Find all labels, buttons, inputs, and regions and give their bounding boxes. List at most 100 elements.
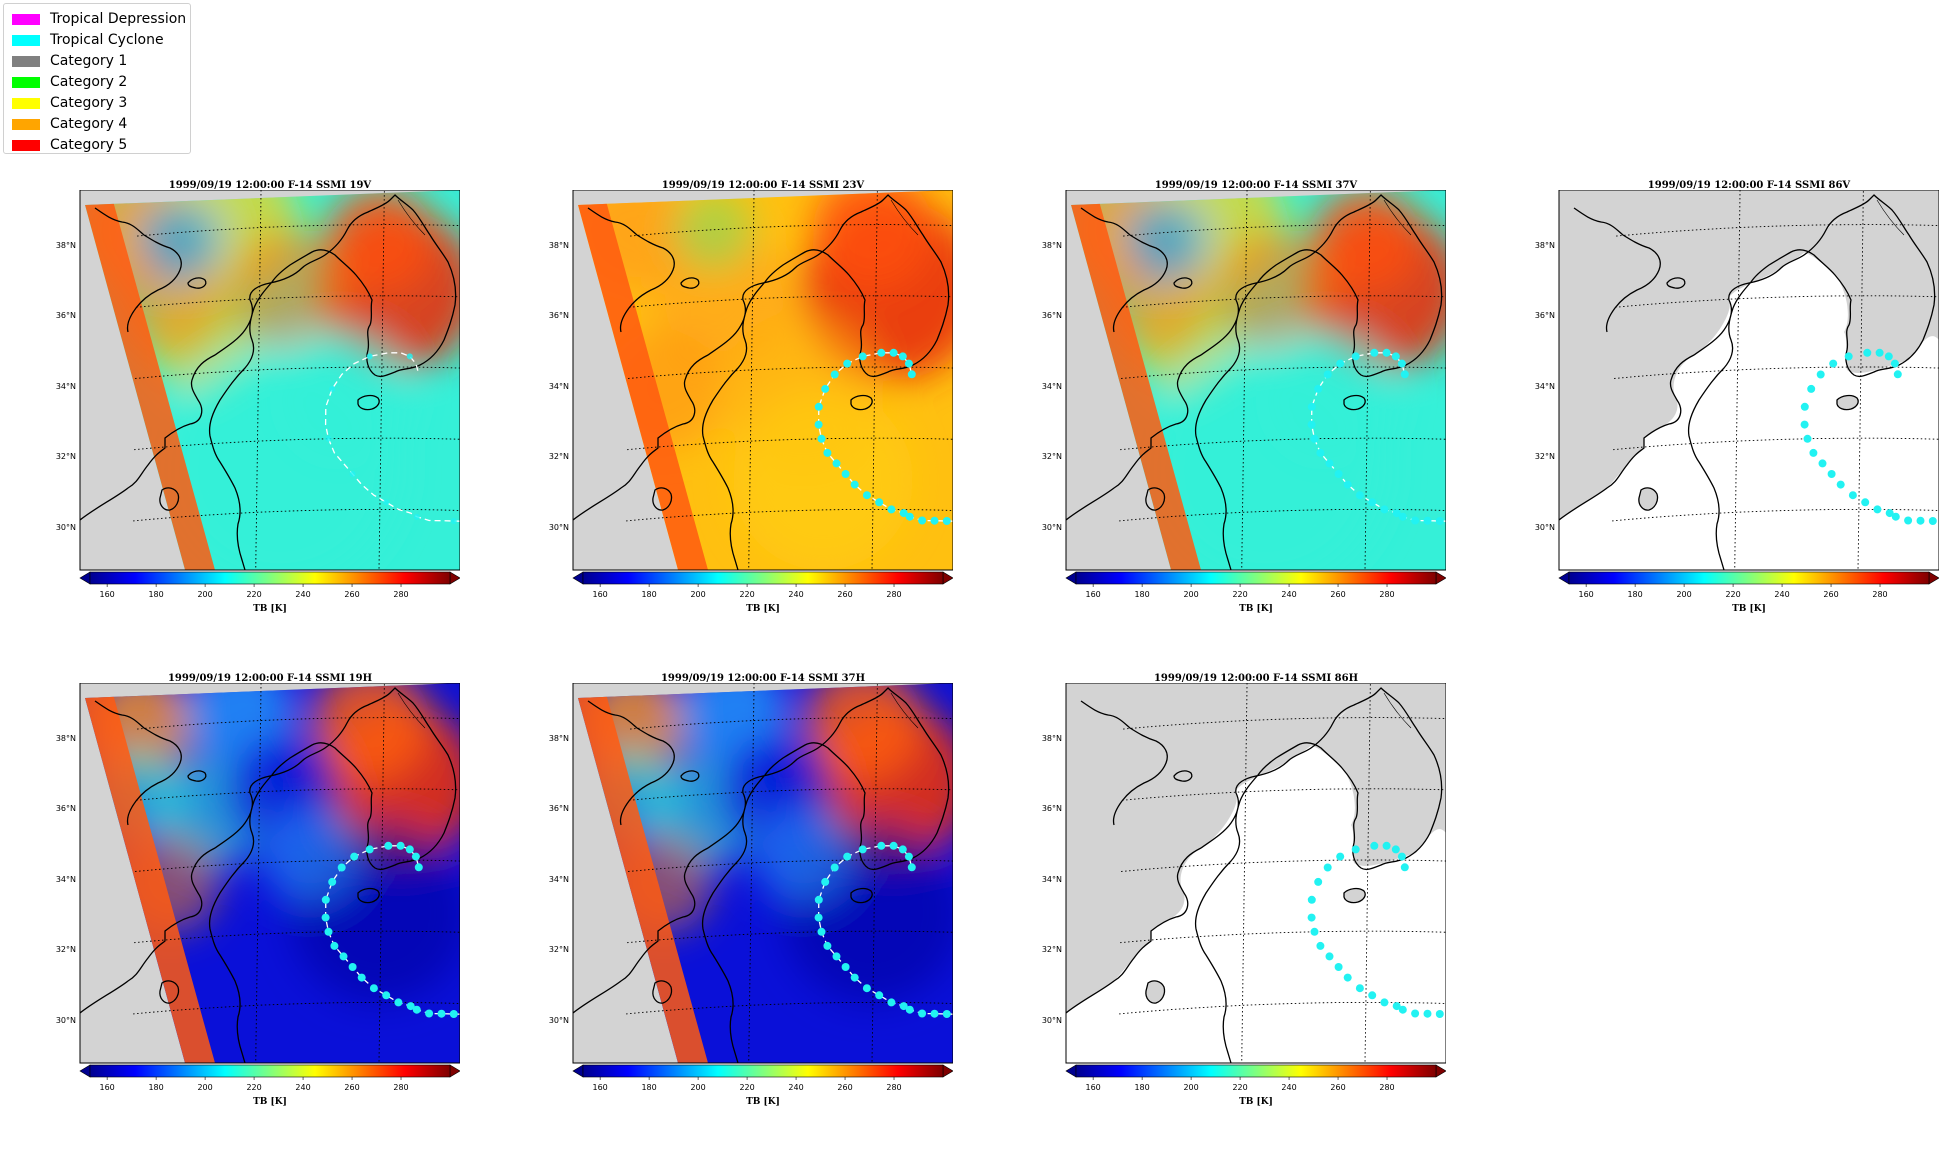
track-point [907, 863, 916, 872]
track-point [814, 402, 823, 411]
track-point [1310, 927, 1319, 936]
tropical-depression-swatch [12, 13, 40, 25]
map-frame [79, 683, 460, 1064]
colorbar-19h: 160 180 200 220 240 260 280 TB [K] [79, 1064, 460, 1107]
legend-label: Category 2 [50, 74, 128, 90]
colorbar-tick-label: 240 [1774, 590, 1789, 599]
colorbar-tick-label: 260 [1823, 590, 1838, 599]
lat-tick-label: 34°N [56, 875, 76, 884]
track-point [330, 941, 339, 950]
colorbar-tick-label: 240 [1281, 590, 1296, 599]
legend-label: Tropical Depression [50, 11, 187, 27]
map-panel-86v: 1999/09/19 12:00:00 F-14 SSMI 86V 38°N 36°… [1479, 160, 1939, 655]
map-area [1559, 190, 1939, 570]
track-point [382, 991, 391, 1000]
map-area [573, 190, 953, 570]
map-area [80, 190, 460, 570]
category-2-swatch [12, 76, 40, 88]
colorbar-high-extend [1435, 1064, 1446, 1078]
colorbar-tick-label: 200 [1183, 590, 1198, 599]
lat-tick-label: 30°N [1042, 523, 1062, 532]
coastline [1066, 687, 1443, 1063]
track-point [1400, 863, 1409, 872]
track-point [907, 370, 916, 379]
track-point [905, 512, 914, 521]
track-point [1884, 352, 1893, 361]
coastline [80, 194, 457, 570]
track-point [1836, 480, 1845, 489]
typhoon-track [324, 352, 460, 524]
track-point [875, 498, 884, 507]
map-frame [1558, 190, 1939, 571]
track-point [850, 480, 859, 489]
track-point [1336, 359, 1345, 368]
map-frame [79, 190, 460, 571]
track-point [889, 841, 898, 850]
legend-item-category-5: Category 5 [12, 136, 127, 154]
map-area [1066, 190, 1446, 570]
lat-tick-label: 36°N [549, 311, 569, 320]
colorbar-tick-label: 160 [593, 1083, 608, 1092]
track-point [1816, 370, 1825, 379]
colorbar-tick-label: 280 [886, 1083, 901, 1092]
track-point [414, 863, 423, 872]
map-frame [1065, 190, 1446, 571]
map-title: 1999/09/19 12:00:00 F-14 SSMI 37V [1154, 180, 1358, 191]
track-point [1861, 498, 1870, 507]
colorbar-tick-label: 220 [739, 1083, 754, 1092]
colorbar-tick-label: 180 [1134, 1083, 1149, 1092]
lat-tick-label: 30°N [549, 523, 569, 532]
track-point [321, 913, 330, 922]
track-point [1435, 1010, 1444, 1018]
colorbar-tick-label: 240 [295, 590, 310, 599]
track-point [843, 359, 852, 368]
colorbar-tick-label: 220 [246, 1083, 261, 1092]
track-point [405, 845, 414, 854]
colorbar-tick-label: 160 [100, 590, 115, 599]
track-point [1800, 420, 1809, 429]
colorbar-tick-label: 240 [788, 590, 803, 599]
lat-tick-label: 32°N [1535, 452, 1555, 461]
colorbar-tick-label: 260 [1330, 590, 1345, 599]
typhoon-track [1307, 841, 1444, 1018]
colorbar-tick-label: 220 [1725, 590, 1740, 599]
track-point [832, 952, 841, 961]
typhoon-track [321, 841, 460, 1018]
colorbar-37h: 160 180 200 220 240 260 280 TB [K] [572, 1064, 953, 1107]
track-point [1844, 352, 1853, 361]
lat-tick-label: 30°N [56, 523, 76, 532]
colorbar-tick-label: 200 [1183, 1083, 1198, 1092]
track-point [1307, 895, 1316, 904]
lat-tick-label: 30°N [549, 1016, 569, 1025]
track-point [1848, 491, 1857, 500]
colorbar-tick-label: 160 [593, 590, 608, 599]
map-area [573, 683, 953, 1063]
track-point [823, 448, 832, 457]
colorbar-gradient [1075, 571, 1437, 585]
track-point [1904, 516, 1913, 525]
category-5-swatch [12, 139, 40, 151]
colorbar-tick-label: 260 [837, 590, 852, 599]
map-area [80, 683, 460, 1063]
track-point [1829, 359, 1838, 368]
track-point [918, 1009, 927, 1018]
colorbar-tick-label: 280 [393, 590, 408, 599]
track-point [1316, 941, 1325, 950]
typhoon-track [1800, 348, 1937, 525]
track-point [850, 973, 859, 982]
track-point [830, 863, 839, 872]
colorbar-label: TB [K] [1732, 604, 1766, 614]
typhoon-track [1307, 348, 1446, 525]
legend-label: Category 5 [50, 137, 128, 153]
track-point [1351, 845, 1360, 854]
map-title: 1999/09/19 12:00:00 F-14 SSMI 23V [661, 180, 865, 191]
track-point [328, 877, 337, 886]
track-point [1307, 913, 1316, 922]
track-point [1391, 845, 1400, 854]
map-37v: 38°N36°N34°N32°N30°N120°E124°E128°E [1042, 190, 1446, 584]
track-point [887, 505, 896, 514]
map-panel-37h: 1999/09/19 12:00:00 F-14 SSMI 37H 38°N 36°… [493, 653, 953, 1148]
lat-tick-label: 32°N [1042, 945, 1062, 954]
typhoon-track [814, 348, 953, 525]
colorbar-tick-label: 180 [641, 1083, 656, 1092]
